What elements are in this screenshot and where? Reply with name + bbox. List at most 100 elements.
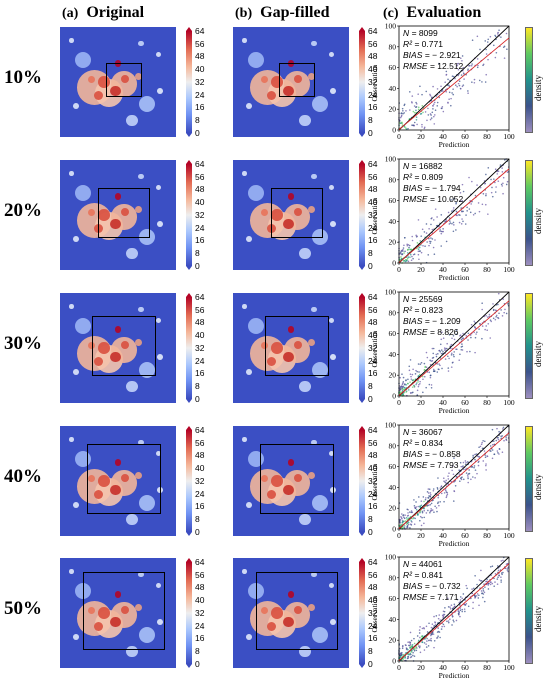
scatter-point xyxy=(459,200,462,202)
scatter-point xyxy=(403,259,406,262)
city-light-blob xyxy=(329,618,336,625)
scatter-point xyxy=(445,482,447,484)
scatter-point xyxy=(479,186,482,189)
scatter-point xyxy=(443,492,446,494)
gap-filled-map xyxy=(233,27,349,137)
scatter-point xyxy=(467,477,469,480)
colorbar-tick-label: 0 xyxy=(368,393,373,404)
scatter-point xyxy=(418,629,421,631)
city-light-blob xyxy=(248,450,265,468)
scatter-point xyxy=(460,207,463,209)
city-light-blob xyxy=(120,605,129,614)
scatter-point xyxy=(401,653,403,656)
scatter-point xyxy=(435,355,438,358)
scatter-point xyxy=(430,386,433,389)
scatter-point xyxy=(458,613,460,616)
scatter-point xyxy=(477,64,479,67)
city-light-blob xyxy=(155,317,162,324)
scatter-point xyxy=(426,504,429,507)
scatter-point xyxy=(429,240,432,243)
scatter-point xyxy=(420,235,423,237)
scatter-point xyxy=(410,511,413,514)
y-axis-label: Observation xyxy=(370,331,379,368)
scatter-point xyxy=(450,354,453,356)
city-light-blob xyxy=(114,458,122,466)
y-tick-label: 40 xyxy=(389,217,397,226)
scatter-point xyxy=(502,298,504,300)
scatter-point xyxy=(473,81,476,84)
scatter-point xyxy=(439,350,442,353)
scatter-point xyxy=(465,584,468,587)
scatter-point xyxy=(477,455,480,458)
scatter-point xyxy=(411,101,413,104)
scatter-point xyxy=(461,210,463,212)
colorbar-tick-label: 40 xyxy=(368,595,378,606)
city-light-blob xyxy=(246,502,253,509)
colorbar-tick-label: 32 xyxy=(195,342,205,353)
scatter-point xyxy=(505,32,508,35)
scatter-point xyxy=(460,348,463,351)
scatter-point xyxy=(443,347,446,349)
scatter-point xyxy=(430,502,433,505)
city-light-blob xyxy=(328,317,335,324)
panel-tag-c: (c) xyxy=(383,6,399,21)
city-light-blob xyxy=(308,339,316,346)
colorbar-min-arrow xyxy=(186,532,192,536)
city-light-blob xyxy=(293,340,302,349)
evaluation-region-box xyxy=(255,572,338,650)
scatter-point xyxy=(401,107,404,110)
scatter-point xyxy=(457,68,460,71)
scatter-point xyxy=(478,79,481,82)
scatter-point xyxy=(415,382,418,384)
scatter-point xyxy=(433,103,435,105)
city-light-blob xyxy=(98,76,110,88)
row-label: 50% xyxy=(4,598,42,619)
scatter-point xyxy=(419,250,421,252)
scatter-point xyxy=(421,511,424,514)
scatter-point xyxy=(403,516,405,519)
scatter-point xyxy=(449,220,451,222)
row-label: 10% xyxy=(4,67,42,88)
scatter-point xyxy=(425,512,428,514)
scatter-point xyxy=(448,472,450,474)
scatter-point xyxy=(480,590,483,592)
scatter-point xyxy=(439,343,442,346)
city-light-blob xyxy=(283,484,294,496)
plot-area: 002020404060608080100100PredictionObserv… xyxy=(370,288,515,416)
stat-rmse: RMSE = 8.826 xyxy=(403,327,459,337)
scatter-point xyxy=(459,609,462,612)
scatter-point xyxy=(471,180,473,183)
scatter-point xyxy=(459,477,462,480)
scatter-point xyxy=(421,93,423,96)
colorbar-min-arrow xyxy=(359,399,365,403)
scatter-point xyxy=(476,184,478,186)
evaluation-region-box xyxy=(82,572,165,650)
scatter-point xyxy=(425,223,428,225)
scatter-point xyxy=(419,511,421,514)
scatter-point xyxy=(434,624,437,626)
scatter-point xyxy=(417,250,420,253)
scatter-point xyxy=(440,349,443,351)
city-light-blob xyxy=(287,325,295,333)
scatter-point xyxy=(406,522,408,524)
scatter-point xyxy=(488,313,491,316)
scatter-point xyxy=(502,182,504,185)
scatter-point xyxy=(425,643,427,645)
scatter-point xyxy=(413,649,416,652)
row-label: 40% xyxy=(4,466,42,487)
scatter-point xyxy=(411,95,414,97)
scatter-point xyxy=(464,460,467,462)
scatter-point xyxy=(425,366,428,369)
scatter-point xyxy=(489,319,492,321)
scatter-point xyxy=(473,326,476,328)
colorbar-tick-label: 0 xyxy=(368,260,373,271)
colorbar-tick-label: 40 xyxy=(195,197,205,208)
scatter-point xyxy=(498,574,500,576)
colorbar-tick-label: 56 xyxy=(195,171,205,182)
y-tick-label: 20 xyxy=(389,504,397,513)
scatter-point xyxy=(407,260,410,263)
scatter-point xyxy=(402,388,405,391)
scatter-point xyxy=(452,88,454,90)
scatter-point xyxy=(501,185,504,187)
scatter-point xyxy=(402,109,404,112)
